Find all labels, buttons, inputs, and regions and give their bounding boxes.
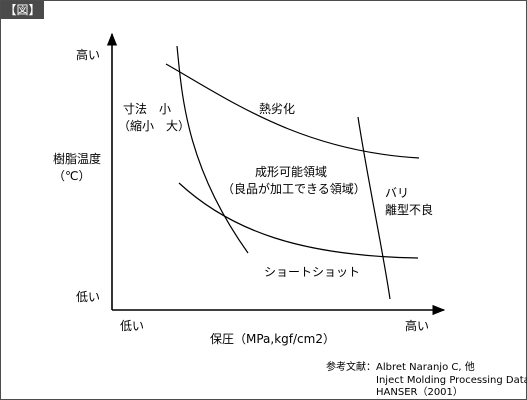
y-axis-title-line1: 樹脂温度 — [53, 152, 102, 166]
flash-limit-curve — [357, 116, 391, 300]
short-shot-curve — [178, 182, 419, 259]
x-axis-high-label: 高い — [405, 319, 430, 333]
flash-label-line2: 離型不良 — [385, 203, 434, 217]
reference-label: 参考文献： — [326, 362, 376, 373]
y-axis-title-line2: （℃） — [53, 169, 91, 183]
short-shot-label: ショートショット — [264, 265, 361, 279]
flash-label-line1: バリ — [385, 186, 410, 200]
reference-line1: Albret Naranjo C, 他 — [376, 362, 475, 373]
molding-window-label-line1: 成形可能領域 — [255, 165, 328, 179]
y-axis-low-label: 低い — [76, 290, 101, 304]
x-axis-title: 保圧（MPa,kgf/cm2） — [210, 332, 335, 346]
thermal-degradation-label: 熱劣化 — [259, 102, 296, 116]
figure-tag: 【図】 — [1, 1, 44, 19]
dimension-label-line1: 寸法 小 — [123, 102, 172, 116]
y-axis-high-label: 高い — [76, 48, 101, 62]
molding-window-label-line2: （良品が加工できる領域） — [222, 182, 366, 196]
dimension-label-line2: （縮小 大） — [118, 119, 191, 133]
reference-line2: Inject Molding Processing Data, — [376, 375, 527, 386]
dimension-limit-curve — [176, 45, 249, 254]
thermal-degradation-curve — [165, 63, 420, 159]
x-axis-low-label: 低い — [120, 319, 145, 333]
reference-line3: HANSER（2001） — [376, 387, 463, 398]
